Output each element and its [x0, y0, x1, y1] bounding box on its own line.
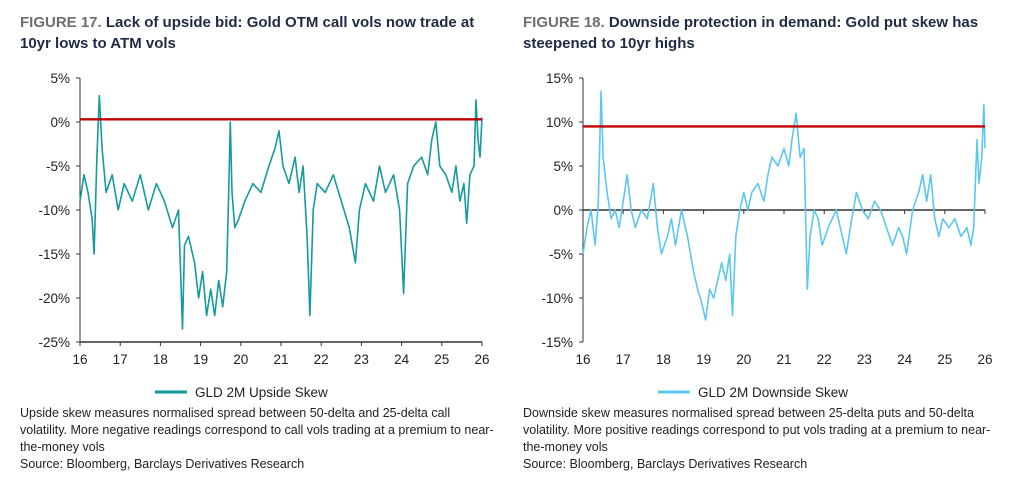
x-tick-label: 17 [113, 352, 128, 367]
legend-label: GLD 2M Downside Skew [698, 385, 848, 400]
figure-17-title-text: Lack of upside bid: Gold OTM call vols n… [20, 14, 475, 52]
figure-18-note-text: Downside skew measures normalised spread… [523, 406, 991, 454]
x-tick-label: 22 [817, 352, 832, 367]
x-tick-label: 18 [656, 352, 671, 367]
x-tick-label: 21 [776, 352, 791, 367]
y-tick-label: -5% [46, 159, 70, 174]
figure-18-label: FIGURE 18. [523, 14, 605, 31]
x-tick-label: 20 [736, 352, 751, 367]
x-tick-label: 23 [857, 352, 872, 367]
series-line [79, 94, 483, 330]
y-tick-label: -10% [38, 203, 70, 218]
y-tick-label: -15% [38, 247, 70, 262]
figure-17-note: Upside skew measures normalised spread b… [20, 405, 500, 473]
figure-17-label: FIGURE 17. [20, 14, 102, 31]
y-tick-label: 15% [546, 71, 573, 86]
figure-18-title-text: Downside protection in demand: Gold put … [523, 14, 979, 52]
figure-17-source: Source: Bloomberg, Barclays Derivatives … [20, 457, 305, 471]
figure-17-title: FIGURE 17. Lack of upside bid: Gold OTM … [20, 12, 500, 54]
y-tick-label: 0% [553, 203, 573, 218]
y-tick-label: 5% [50, 71, 70, 86]
figure-17-panel: FIGURE 17. Lack of upside bid: Gold OTM … [20, 0, 520, 495]
x-tick-label: 19 [696, 352, 711, 367]
x-tick-label: 17 [616, 352, 631, 367]
x-tick-label: 23 [354, 352, 369, 367]
x-tick-label: 18 [153, 352, 168, 367]
y-tick-label: -10% [541, 291, 573, 306]
x-tick-label: 24 [394, 352, 410, 367]
series-line [582, 90, 986, 321]
x-tick-label: 21 [273, 352, 288, 367]
x-tick-label: 19 [193, 352, 208, 367]
y-tick-label: 10% [546, 115, 573, 130]
x-tick-label: 16 [72, 352, 87, 367]
x-tick-label: 26 [977, 352, 992, 367]
x-tick-label: 24 [897, 352, 913, 367]
figure-18-note: Downside skew measures normalised spread… [523, 405, 1003, 473]
x-tick-label: 20 [233, 352, 248, 367]
x-tick-label: 26 [474, 352, 489, 367]
figure-17-note-text: Upside skew measures normalised spread b… [20, 406, 494, 454]
upside-skew-chart: 5% 0% -5% -10% -15% -20% -25%16 17 18 19 20 21 22 23 2… [38, 71, 489, 400]
x-tick-label: 25 [937, 352, 952, 367]
figure-18-panel: FIGURE 18. Downside protection in demand… [523, 0, 1023, 495]
y-tick-label: -15% [541, 335, 573, 350]
legend-label: GLD 2M Upside Skew [195, 385, 328, 400]
figure-18-source: Source: Bloomberg, Barclays Derivatives … [523, 457, 808, 471]
y-tick-label: -25% [38, 335, 70, 350]
figure-18-title: FIGURE 18. Downside protection in demand… [523, 12, 1003, 54]
y-tick-label: -20% [38, 291, 70, 306]
y-tick-label: -5% [549, 247, 573, 262]
y-tick-label: 5% [553, 159, 573, 174]
x-tick-label: 16 [575, 352, 590, 367]
x-tick-label: 25 [434, 352, 449, 367]
y-tick-label: 0% [50, 115, 70, 130]
downside-skew-chart: 15% 10% 5% 0% -5% -10% -15%16 17 18 19 20 21 22 23 24 2… [541, 71, 992, 400]
x-tick-label: 22 [314, 352, 329, 367]
